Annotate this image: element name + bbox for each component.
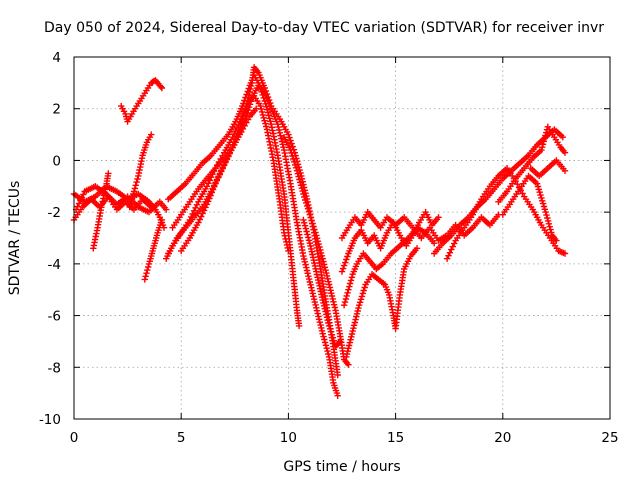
y-tick-label: -6 [48, 309, 61, 325]
series-track-w [527, 157, 569, 180]
series-track-v [499, 172, 560, 244]
series-markers [431, 126, 566, 257]
series-markers [165, 71, 303, 330]
series-track-d [90, 170, 112, 252]
series-track-p [340, 224, 438, 309]
series-track-n [300, 216, 344, 350]
series-track-f [126, 131, 155, 211]
plot-frame [73, 56, 611, 420]
series-track-g [141, 216, 166, 283]
series-track-h [165, 71, 303, 330]
series-markers [340, 224, 438, 309]
y-tick-label: -4 [48, 257, 61, 273]
series-markers [118, 77, 166, 125]
series-track-u [495, 123, 569, 205]
x-tick-label: 10 [280, 430, 297, 446]
series-markers [495, 123, 569, 205]
y-tick-label: 0 [52, 153, 61, 169]
series-markers [499, 172, 560, 244]
x-tick-label: 25 [601, 430, 618, 446]
series-markers [443, 165, 569, 262]
series-track-s [431, 126, 566, 257]
series-markers [280, 134, 352, 368]
x-tick-label: 15 [387, 430, 404, 446]
data-points [70, 64, 569, 399]
series-track-e [118, 77, 166, 125]
y-tick-label: 4 [52, 50, 61, 66]
series-track-t [443, 165, 569, 262]
x-tick-label: 20 [494, 430, 511, 446]
y-axis-label: SDTVAR / TECUs [7, 181, 23, 296]
series-markers [126, 131, 155, 211]
series-markers [178, 105, 260, 255]
series-track-q [343, 245, 421, 361]
x-tick-label: 0 [70, 430, 79, 446]
x-tick-label: 5 [177, 430, 186, 446]
series-markers [343, 245, 421, 361]
series-track-r [338, 208, 442, 275]
axis-ticks: 0 5 10 15 20 25 -10 -8 -6 -4 -2 0 2 4 [39, 50, 619, 446]
series-markers [300, 216, 344, 350]
y-tick-label: -10 [39, 412, 61, 428]
series-markers [527, 157, 569, 180]
series-track-m [280, 134, 352, 368]
series-markers [338, 208, 442, 275]
series-track-l [178, 105, 260, 255]
y-tick-label: -8 [48, 360, 61, 376]
x-axis-label: GPS time / hours [283, 459, 400, 475]
series-markers [141, 216, 166, 283]
y-tick-label: 2 [52, 102, 61, 118]
series-markers [90, 170, 112, 252]
chart-title: Day 050 of 2024, Sidereal Day-to-day VTE… [44, 20, 604, 36]
y-tick-label: -2 [48, 205, 61, 221]
